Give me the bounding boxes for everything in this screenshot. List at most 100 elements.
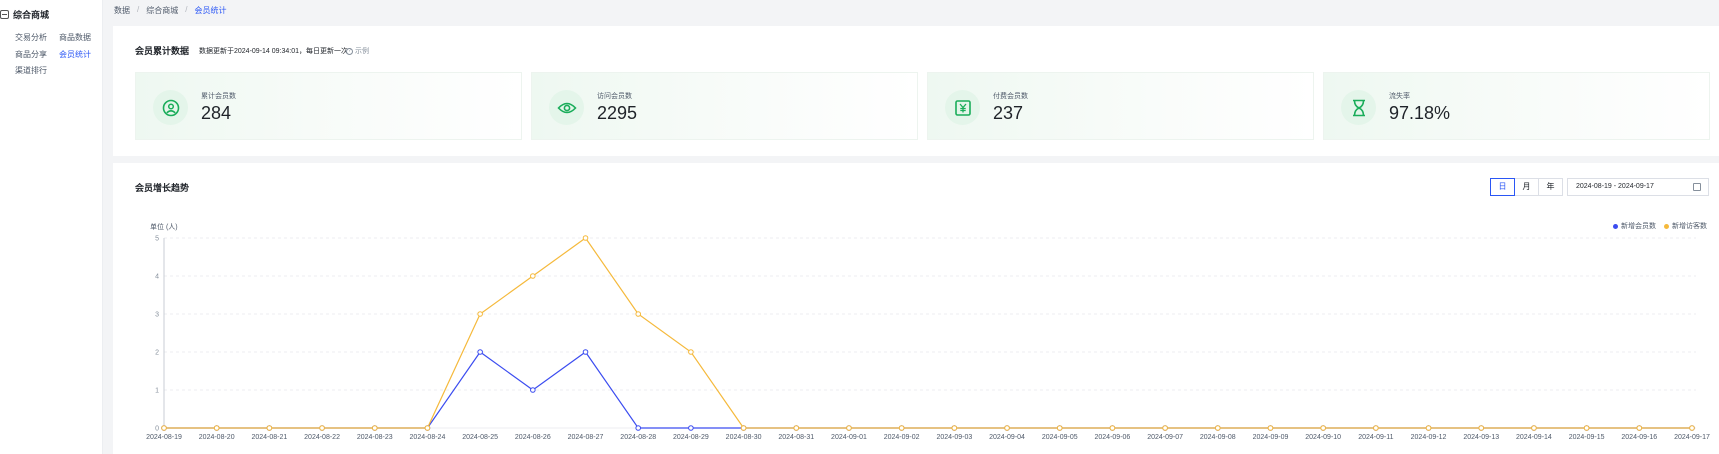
x-tick-label: 2024-09-06 xyxy=(1095,434,1131,441)
y-tick-label: 0 xyxy=(155,426,159,433)
breadcrumb-separator: / xyxy=(137,5,140,14)
yen-icon xyxy=(945,90,980,125)
legend-swatch xyxy=(1613,223,1618,229)
data-point xyxy=(1531,425,1537,431)
x-tick-label: 2024-08-26 xyxy=(515,434,551,441)
stat-card-total-members: 累计会员数 284 xyxy=(135,72,522,140)
x-tick-label: 2024-09-09 xyxy=(1253,434,1289,441)
x-tick-label: 2024-09-14 xyxy=(1516,434,1552,441)
y-axis-unit: 单位 (人) xyxy=(150,224,178,231)
data-point xyxy=(846,425,852,431)
sidebar-item-channel-rank[interactable]: 渠道排行 xyxy=(15,66,47,75)
store-icon xyxy=(0,10,9,19)
x-tick-label: 2024-08-28 xyxy=(620,434,656,441)
x-tick-label: 2024-08-20 xyxy=(199,434,235,441)
x-tick-label: 2024-08-29 xyxy=(673,434,709,441)
x-tick-label: 2024-09-04 xyxy=(989,434,1025,441)
data-point xyxy=(582,349,589,355)
example-link[interactable]: ? 示例 xyxy=(346,46,369,56)
legend-label: 新增会员数 xyxy=(1621,223,1656,230)
data-point xyxy=(1056,425,1063,431)
data-point xyxy=(530,273,536,279)
data-point xyxy=(1109,425,1116,431)
data-point xyxy=(1214,425,1221,431)
sidebar-title: 综合商城 xyxy=(0,8,49,21)
legend-item[interactable]: 新增访客数 xyxy=(1664,221,1707,231)
legend-label: 新增访客数 xyxy=(1672,223,1707,230)
data-point xyxy=(635,311,642,317)
stat-label: 流失率 xyxy=(1389,93,1410,100)
breadcrumb-separator: / xyxy=(185,5,188,14)
y-tick-label: 4 xyxy=(155,274,159,281)
sidebar-title-label: 综合商城 xyxy=(13,10,50,20)
sidebar-item-product-share[interactable]: 商品分享 xyxy=(15,50,47,59)
x-tick-label: 2024-08-30 xyxy=(726,434,762,441)
x-tick-label: 2024-08-24 xyxy=(410,434,446,441)
data-point xyxy=(688,425,694,431)
data-point xyxy=(477,311,483,317)
sidebar-item-product-data[interactable]: 商品数据 xyxy=(59,33,91,42)
hourglass-icon xyxy=(1341,90,1376,125)
x-tick-label: 2024-08-21 xyxy=(251,434,287,441)
user-icon xyxy=(153,90,188,125)
breadcrumb-item[interactable]: 数据 xyxy=(114,6,130,15)
y-tick-label: 3 xyxy=(155,312,159,319)
breadcrumb-item[interactable]: 综合商城 xyxy=(146,6,179,15)
update-note: 数据更新于2024-09-14 09:34:01，每日更新一次 xyxy=(199,48,348,55)
data-point xyxy=(951,425,958,431)
data-point xyxy=(1320,425,1326,431)
x-tick-label: 2024-09-05 xyxy=(1042,434,1078,441)
granularity-year-button[interactable]: 年 xyxy=(1538,178,1563,196)
x-tick-label: 2024-09-03 xyxy=(936,434,972,441)
data-point xyxy=(319,425,325,431)
breadcrumb-current: 会员统计 xyxy=(194,6,227,15)
y-tick-label: 1 xyxy=(155,388,159,395)
x-tick-label: 2024-09-08 xyxy=(1200,434,1236,441)
data-point xyxy=(1373,425,1379,431)
summary-title: 会员累计数据 xyxy=(135,46,190,56)
date-range-picker[interactable]: 2024-08-19 - 2024-09-17 xyxy=(1567,178,1709,196)
granularity-day-button[interactable]: 日 xyxy=(1490,178,1515,196)
x-tick-label: 2024-09-10 xyxy=(1305,434,1341,441)
stat-value: 2295 xyxy=(597,103,638,123)
chart-legend: 新增会员数 新增访客数 xyxy=(1613,221,1707,231)
data-point xyxy=(477,349,483,355)
sidebar-item-member-stats[interactable]: 会员统计 xyxy=(59,50,91,59)
data-point xyxy=(793,425,800,431)
legend-swatch xyxy=(1664,223,1669,229)
data-point xyxy=(582,235,589,241)
breadcrumb: 数据 / 综合商城 / 会员统计 xyxy=(114,5,226,16)
x-tick-label: 2024-09-13 xyxy=(1463,434,1499,441)
x-tick-label: 2024-08-25 xyxy=(462,434,498,441)
legend-item[interactable]: 新增会员数 xyxy=(1613,221,1656,231)
data-point xyxy=(1636,425,1643,431)
x-tick-label: 2024-09-12 xyxy=(1411,434,1447,441)
data-point xyxy=(740,425,747,431)
x-tick-label: 2024-09-15 xyxy=(1569,434,1605,441)
data-point xyxy=(635,425,642,431)
stat-value: 284 xyxy=(201,103,232,123)
trend-card xyxy=(113,163,1719,454)
stat-card-visiting-members: 访问会员数 2295 xyxy=(531,72,918,140)
trend-title: 会员增长趋势 xyxy=(135,183,190,193)
data-point xyxy=(1267,425,1274,431)
x-tick-label: 2024-08-23 xyxy=(357,434,393,441)
data-point xyxy=(1478,425,1485,431)
stat-value: 237 xyxy=(993,103,1024,123)
sidebar-item-trade-analysis[interactable]: 交易分析 xyxy=(15,33,47,42)
x-tick-label: 2024-09-11 xyxy=(1358,434,1393,441)
data-point xyxy=(1689,425,1695,431)
sidebar: 综合商城 交易分析 商品数据 商品分享 会员统计 渠道排行 xyxy=(0,0,103,454)
stat-value: 97.18% xyxy=(1389,103,1451,123)
y-tick-label: 2 xyxy=(155,350,159,357)
x-tick-label: 2024-09-02 xyxy=(884,434,920,441)
stat-card-churn-rate: 流失率 97.18% xyxy=(1323,72,1710,140)
data-point xyxy=(1004,425,1010,431)
stat-label: 访问会员数 xyxy=(597,93,632,100)
data-point xyxy=(530,387,536,393)
x-tick-label: 2024-08-31 xyxy=(778,434,814,441)
data-point xyxy=(161,425,167,431)
x-tick-label: 2024-08-22 xyxy=(304,434,340,441)
date-range-value: 2024-08-19 - 2024-09-17 xyxy=(1576,183,1654,190)
